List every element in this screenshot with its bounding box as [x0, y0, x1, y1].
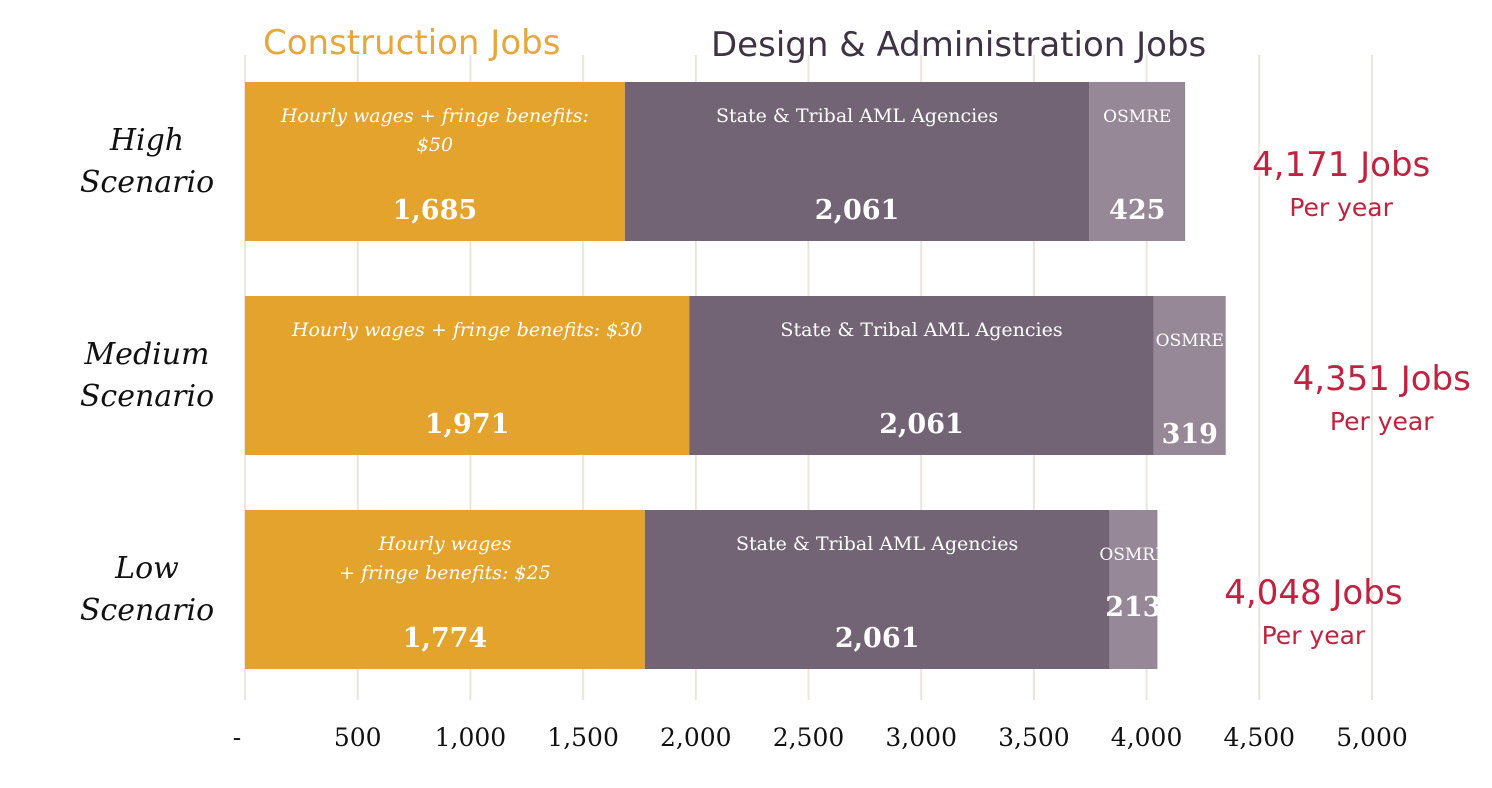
category-labels: High Scenario Medium Scenario Low Scenario — [80, 123, 214, 628]
per-year-label: Per year — [1330, 407, 1434, 436]
osmre-bar — [1153, 296, 1226, 455]
legend: Construction Jobs Design & Administratio… — [263, 23, 1206, 65]
total-jobs-label: 4,171 Jobs — [1252, 145, 1430, 185]
x-axis-tick-labels: - 500 1,000 1,500 2,000 2,500 3,000 3,500 4,000 4… — [233, 723, 1408, 752]
osmre-label: OSMRE — [1103, 107, 1171, 127]
osmre-bar — [1109, 510, 1158, 669]
osmre-label: OSMRE — [1099, 545, 1167, 565]
total-jobs-label: 4,351 Jobs — [1293, 359, 1471, 399]
agency-label: State & Tribal AML Agencies — [716, 105, 998, 127]
data-label: 2,061 — [835, 623, 920, 654]
bar-labels: Hourly wages + fringe benefits: $50 1,685 S… — [280, 105, 1224, 654]
wage-label: + fringe benefits: $25 — [339, 562, 551, 584]
legend-design-admin-jobs: Design & Administration Jobs — [711, 25, 1206, 65]
x-tick-label: - — [233, 723, 241, 752]
agency-label: State & Tribal AML Agencies — [736, 533, 1018, 555]
data-label: 2,061 — [815, 195, 900, 226]
x-tick-label: 5,000 — [1336, 723, 1408, 752]
per-year-label: Per year — [1289, 193, 1393, 222]
osmre-label: OSMRE — [1156, 331, 1224, 351]
data-label: 2,061 — [879, 409, 964, 440]
category-label: Medium — [83, 337, 209, 372]
category-label: High — [109, 123, 184, 158]
x-tick-label: 3,500 — [998, 723, 1070, 752]
state-tribal-bar — [624, 82, 1090, 241]
state-tribal-bar — [644, 510, 1110, 669]
osmre-bar — [1089, 82, 1186, 241]
total-jobs-label: 4,048 Jobs — [1224, 573, 1402, 613]
construction-bar — [245, 82, 625, 241]
legend-construction-jobs: Construction Jobs — [263, 23, 560, 63]
total-labels: 4,171 Jobs Per year 4,351 Jobs Per year 4,04… — [1224, 145, 1471, 650]
state-tribal-bar — [689, 296, 1154, 455]
x-tick-label: 2,000 — [660, 723, 732, 752]
wage-label: $50 — [417, 134, 453, 156]
wage-label: Hourly wages + fringe benefits: $30 — [291, 319, 642, 341]
x-tick-label: 2,500 — [773, 723, 845, 752]
data-label: 319 — [1162, 419, 1218, 450]
bars — [245, 82, 1226, 669]
data-label: 213 — [1105, 592, 1161, 623]
data-label: 1,685 — [393, 195, 478, 226]
x-tick-label: 4,000 — [1111, 723, 1183, 752]
data-label: 1,774 — [403, 623, 488, 654]
x-tick-label: 4,500 — [1224, 723, 1296, 752]
wage-label: Hourly wages — [377, 533, 511, 555]
per-year-label: Per year — [1262, 621, 1366, 650]
category-label: Scenario — [80, 379, 214, 414]
category-label: Low — [114, 551, 179, 586]
x-tick-label: 3,000 — [885, 723, 957, 752]
agency-label: State & Tribal AML Agencies — [780, 319, 1062, 341]
x-tick-label: 500 — [334, 723, 382, 752]
data-label: 1,971 — [425, 409, 510, 440]
x-tick-label: 1,500 — [547, 723, 619, 752]
category-label: Scenario — [80, 593, 214, 628]
wage-label: Hourly wages + fringe benefits: — [280, 105, 589, 127]
data-label: 425 — [1109, 195, 1165, 226]
category-label: Scenario — [80, 165, 214, 200]
x-tick-label: 1,000 — [435, 723, 507, 752]
construction-bar — [245, 296, 690, 455]
construction-bar — [245, 510, 645, 669]
